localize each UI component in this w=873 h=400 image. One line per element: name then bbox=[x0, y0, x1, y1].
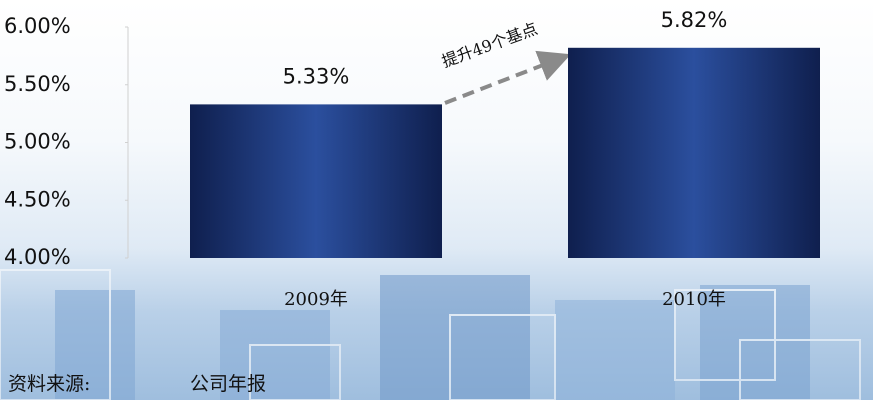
bar bbox=[190, 104, 442, 258]
value-label: 5.82% bbox=[661, 8, 728, 32]
bar bbox=[568, 47, 820, 258]
x-tick-label: 2010年 bbox=[662, 289, 726, 310]
x-tick-label: 2009年 bbox=[284, 289, 348, 310]
y-tick-label: 5.50% bbox=[4, 72, 71, 96]
increase-arrow bbox=[444, 50, 571, 105]
source-label: 资料来源: bbox=[8, 373, 90, 395]
value-label: 5.33% bbox=[283, 64, 350, 88]
y-tick-label: 6.00% bbox=[4, 14, 71, 38]
source-text: 公司年报 bbox=[190, 373, 266, 395]
y-tick-label: 5.00% bbox=[4, 130, 71, 154]
background-buildings bbox=[0, 269, 861, 400]
annotation: 提升49个基点 bbox=[439, 19, 540, 71]
y-tick-label: 4.50% bbox=[4, 187, 71, 211]
y-tick-label: 4.00% bbox=[4, 245, 71, 269]
